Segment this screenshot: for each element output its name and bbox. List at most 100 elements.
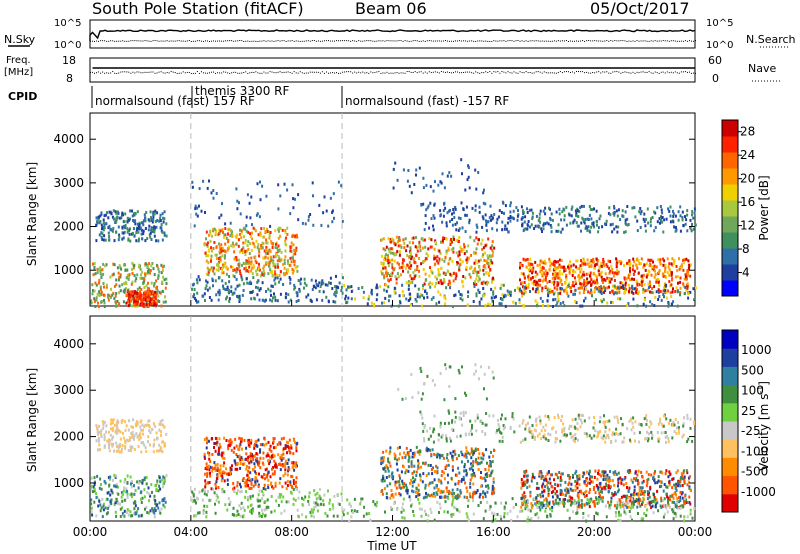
range-cell [217, 450, 220, 454]
nave-dot [668, 72, 670, 74]
range-cell [126, 481, 129, 485]
range-cell [123, 230, 126, 234]
range-cell [223, 261, 226, 265]
range-cell [264, 477, 266, 481]
nave-dot [402, 72, 404, 74]
range-cell [467, 295, 469, 298]
range-cell [596, 281, 599, 285]
range-cell [140, 232, 143, 236]
range-cell [250, 438, 253, 442]
range-cell [256, 457, 259, 461]
range-cell [598, 273, 601, 276]
range-cell [215, 253, 218, 257]
range-cell [546, 299, 549, 303]
range-cell [425, 252, 428, 256]
range-cell [158, 270, 161, 274]
range-cell [673, 225, 676, 229]
range-cell [261, 281, 264, 285]
nave-dot [354, 71, 356, 73]
nave-dot [162, 72, 164, 74]
range-cell [570, 214, 573, 218]
range-cell [269, 460, 271, 464]
range-cell [194, 207, 197, 211]
range-cell [464, 213, 467, 217]
range-cell [415, 236, 417, 240]
range-cell [453, 211, 455, 215]
range-cell [397, 304, 400, 308]
range-cell [556, 276, 559, 280]
range-cell [649, 300, 652, 304]
range-cell [275, 499, 278, 503]
range-cell [139, 276, 142, 280]
range-cell [537, 279, 540, 283]
range-cell [385, 253, 388, 257]
range-cell [295, 461, 298, 465]
range-cell [247, 240, 250, 244]
range-cell [556, 294, 559, 298]
range-cell [232, 450, 235, 454]
range-cell [440, 474, 443, 477]
range-cell [211, 249, 213, 253]
range-cell [284, 472, 287, 476]
range-cell [144, 262, 147, 266]
search-noise-dot [104, 40, 106, 42]
range-cell [254, 482, 257, 486]
range-cell [246, 439, 249, 442]
nave-dot [563, 71, 565, 73]
range-cell [436, 255, 439, 259]
range-cell [546, 288, 549, 292]
search-noise-dot [505, 40, 507, 42]
search-noise-dot [461, 40, 463, 42]
range-cell [241, 263, 243, 267]
nave-dot [148, 71, 150, 73]
range-cell [580, 204, 583, 208]
nave-dot [265, 72, 267, 74]
nave-dot [293, 71, 295, 73]
range-cell [557, 229, 560, 233]
range-cell [496, 228, 498, 232]
range-cell [214, 449, 217, 453]
range-cell [216, 476, 219, 480]
range-cell [536, 287, 539, 291]
range-cell [258, 254, 261, 258]
range-cell [596, 287, 599, 291]
range-cell [664, 291, 667, 295]
range-cell [425, 278, 428, 282]
range-cell [149, 509, 152, 513]
range-cell [274, 445, 277, 449]
nave-dot [521, 71, 523, 73]
range-cell [686, 229, 689, 233]
search-noise-dot [507, 40, 509, 42]
nave-dot [400, 72, 402, 74]
range-cell [161, 238, 164, 242]
range-cell [249, 504, 252, 507]
range-cell [603, 290, 605, 294]
range-cell [489, 303, 492, 307]
range-cell [485, 484, 487, 488]
search-noise-dot [348, 40, 350, 42]
range-cell [564, 288, 567, 292]
range-cell [596, 223, 598, 227]
range-cell [252, 467, 254, 471]
range-cell [280, 250, 283, 254]
range-cell [615, 262, 618, 266]
range-cell [451, 218, 454, 221]
nave-dot [574, 72, 575, 74]
range-cell [478, 303, 481, 307]
range-cell [255, 273, 258, 277]
range-cell [233, 513, 235, 517]
range-cell [104, 264, 107, 268]
nave-dot [237, 72, 239, 74]
range-cell [629, 267, 631, 270]
range-cell [305, 283, 308, 287]
range-cell [205, 279, 207, 283]
range-cell [163, 231, 166, 235]
range-cell [113, 449, 116, 453]
search-noise-dot [527, 40, 529, 42]
range-cell [382, 237, 385, 241]
search-noise-dot [525, 40, 527, 42]
range-cell [442, 236, 445, 240]
range-cell [661, 211, 664, 215]
range-cell [539, 220, 542, 224]
range-cell [615, 291, 618, 295]
